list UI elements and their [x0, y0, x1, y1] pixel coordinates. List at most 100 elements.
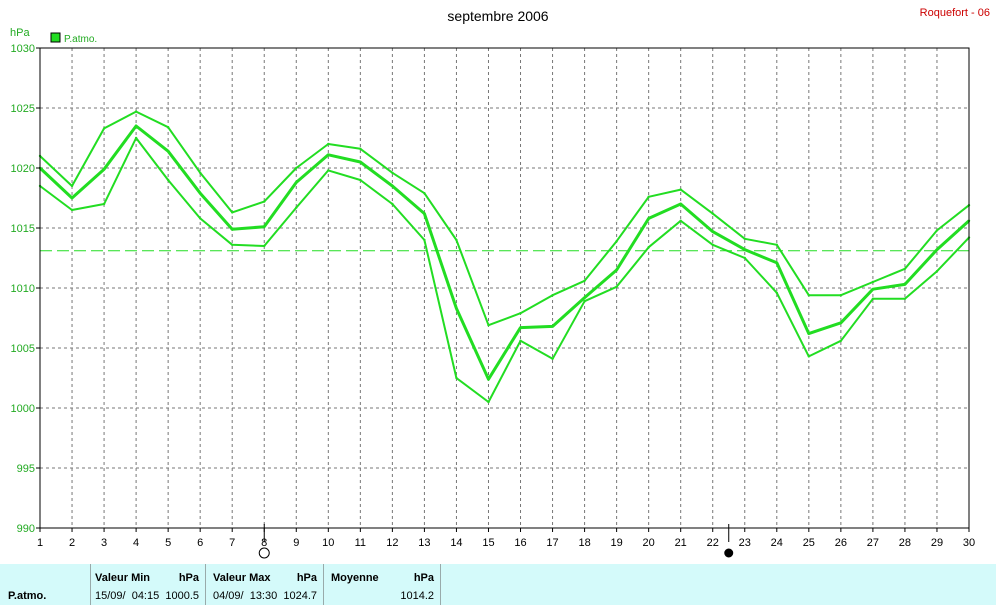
data-point-mean	[134, 124, 138, 128]
data-point-max	[327, 142, 330, 146]
data-point-mean	[583, 296, 586, 299]
statistics-table: P.atmo. Valeur Min hPa 15/09/ 04:15 1000…	[0, 564, 996, 605]
series-layer	[38, 110, 971, 404]
data-point-max	[615, 240, 618, 243]
y-tick-label: 1030	[11, 43, 35, 55]
stats-max-unit: hPa	[296, 572, 317, 584]
x-tick-label: 26	[835, 537, 847, 549]
y-unit-label: hPa	[10, 27, 30, 39]
data-point-min	[198, 217, 202, 220]
data-point-mean	[807, 332, 811, 335]
data-point-mean	[263, 225, 266, 228]
stats-mean-value: 1014.2	[400, 590, 434, 602]
x-tick-label: 1	[37, 537, 43, 549]
x-tick-label: 29	[931, 537, 943, 549]
data-point-min	[263, 244, 266, 248]
data-point-max	[295, 166, 298, 170]
data-point-mean	[295, 181, 298, 184]
x-tick-label: 10	[322, 537, 334, 549]
data-point-mean	[903, 283, 907, 286]
data-point-max	[807, 294, 811, 297]
x-tick-label: 11	[355, 537, 366, 549]
data-point-max	[70, 184, 74, 188]
data-point-min	[327, 169, 330, 172]
stats-min-datetime: 15/09/ 04:15	[95, 590, 160, 602]
full-moon-icon	[258, 547, 270, 559]
grid	[40, 48, 969, 528]
data-point-max	[871, 280, 875, 284]
x-tick-label: 16	[514, 537, 526, 549]
x-tick-label: 18	[578, 537, 590, 549]
data-point-mean	[871, 288, 875, 291]
stats-min-value: 1000.5	[165, 590, 199, 602]
x-tick-label: 23	[739, 537, 751, 549]
data-point-max	[166, 126, 170, 129]
data-point-min	[519, 339, 522, 342]
plot-frame	[39, 47, 970, 529]
stats-min-cell: Valeur Min hPa 15/09/ 04:15 1000.5	[90, 564, 205, 605]
x-tick-label: 12	[386, 537, 398, 549]
data-point-mean	[423, 212, 426, 215]
data-point-max	[102, 127, 106, 130]
axes: 1 2 3 4 5 6 7 8 9 10 11 12 13 14 15 16 17 18 19 20 21 22 23 24 2…	[11, 43, 976, 549]
y-tick-label: 1005	[11, 343, 35, 355]
data-point-min	[487, 400, 490, 404]
legend-swatch	[50, 32, 61, 43]
x-tick-label: 19	[610, 537, 622, 549]
x-tick-label: 13	[418, 537, 430, 549]
data-point-mean	[551, 325, 554, 328]
y-tick-label: 1010	[11, 283, 35, 295]
moon-phase-markers	[258, 524, 734, 559]
x-tick-label: 20	[643, 537, 655, 549]
data-point-min	[711, 243, 714, 246]
x-tick-label: 15	[482, 537, 494, 549]
x-tick-label: 7	[229, 537, 235, 549]
series-line-max	[39, 110, 970, 327]
data-point-min	[134, 136, 138, 140]
data-point-mean	[359, 160, 362, 164]
chart-background	[0, 0, 996, 564]
data-point-max	[935, 229, 939, 232]
stats-row-label-cell: P.atmo.	[0, 564, 90, 605]
data-point-mean	[391, 184, 394, 188]
data-point-min	[807, 355, 811, 358]
data-point-min	[295, 206, 298, 209]
y-tick-label: 1020	[11, 163, 35, 175]
data-point-mean	[102, 168, 106, 171]
stats-min-unit: hPa	[178, 572, 199, 584]
data-point-mean	[615, 268, 618, 272]
data-point-mean	[743, 248, 746, 251]
data-point-min	[166, 178, 170, 182]
data-point-max	[519, 312, 522, 315]
series-line-min	[39, 137, 970, 403]
data-point-mean	[679, 202, 682, 206]
data-point-mean	[327, 153, 330, 156]
data-point-max	[423, 192, 426, 195]
x-tick-label: 30	[963, 537, 975, 549]
data-point-mean	[166, 150, 170, 153]
data-point-mean	[198, 192, 202, 195]
data-point-min	[70, 208, 74, 212]
x-tick-label: 22	[707, 537, 719, 549]
stats-max-cell: Valeur Max hPa 04/09/ 13:30 1024.7	[205, 564, 323, 605]
data-point-min	[102, 202, 106, 206]
data-point-min	[391, 202, 394, 206]
data-point-min	[583, 300, 586, 303]
data-point-max	[487, 324, 490, 327]
data-point-max	[903, 267, 907, 270]
data-point-max	[455, 238, 458, 242]
y-tick-label: 1015	[11, 223, 35, 235]
stats-row-label: P.atmo.	[8, 590, 47, 602]
y-tick-label: 1000	[11, 403, 35, 415]
data-point-mean	[775, 261, 778, 264]
data-point-min	[359, 178, 362, 182]
data-point-max	[231, 211, 234, 214]
stats-mean-unit: hPa	[413, 572, 434, 584]
data-point-min	[615, 285, 618, 288]
y-tick-label: 995	[17, 463, 35, 475]
data-point-max	[743, 237, 746, 240]
y-tick-label: 990	[17, 523, 35, 535]
data-point-min	[679, 219, 682, 222]
data-point-max	[359, 147, 362, 150]
stats-min-header: Valeur Min	[95, 572, 151, 584]
